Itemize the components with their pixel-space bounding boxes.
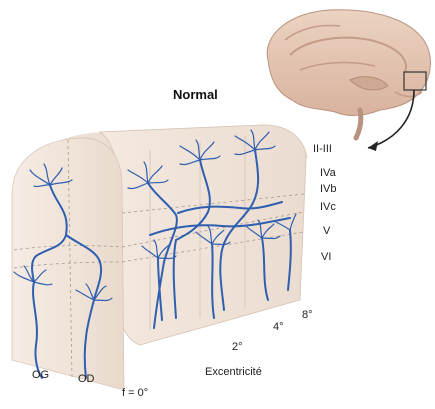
eye-label-right: OD: [78, 373, 95, 385]
layer-boundaries: [13, 139, 305, 379]
block-side-face: [98, 124, 307, 346]
eccentricity-tick-4: 4°: [273, 321, 284, 333]
block-front-face: [11, 137, 125, 391]
neurons: [13, 129, 297, 379]
brain-region-box: [403, 71, 427, 91]
diagram-title: Normal: [173, 87, 218, 102]
eccentricity-axis-label: Excentricité: [205, 366, 262, 378]
eye-label-left: OG: [32, 369, 50, 381]
layer-label-ivb: IVb: [320, 183, 337, 195]
layer-label-iva: IVa: [320, 167, 336, 179]
layer-label-vi: VI: [321, 251, 332, 263]
eccentricity-tick-0: f = 0°: [122, 387, 149, 399]
layer-label-v: V: [323, 225, 331, 237]
layer-label-ivc: IVc: [320, 201, 336, 213]
layer-label-ii-iii: II-III: [313, 143, 332, 155]
brain-illustration: [266, 9, 431, 151]
eccentricity-tick-2: 2°: [232, 341, 243, 353]
eccentricity-tick-8: 8°: [302, 309, 313, 321]
